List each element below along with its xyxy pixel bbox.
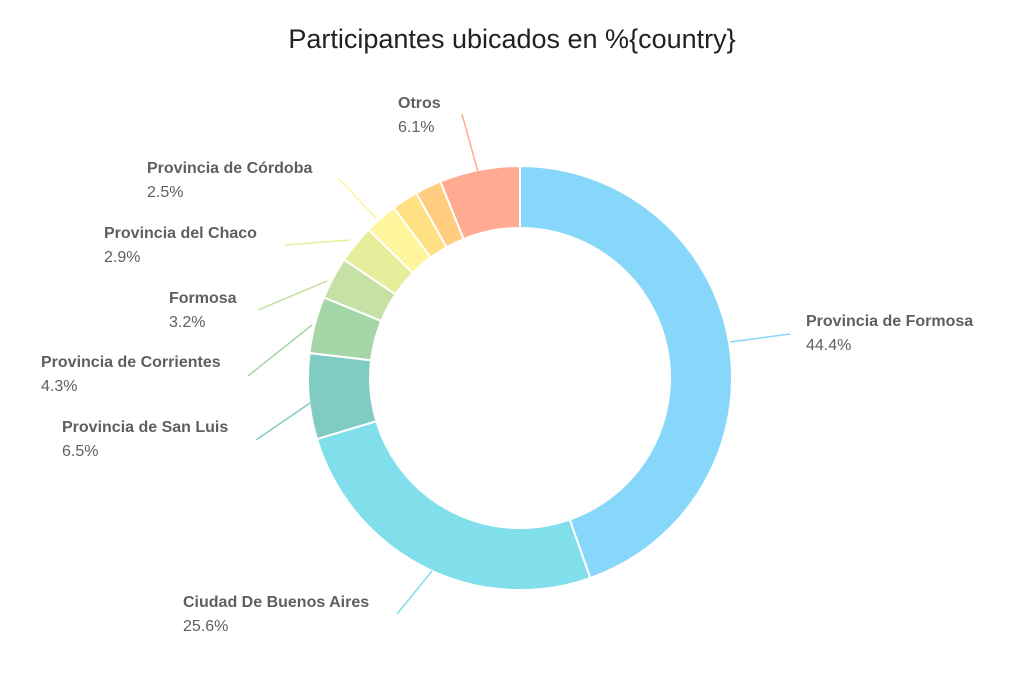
label-value-provincia-de-formosa: 44.4% bbox=[806, 337, 851, 354]
label-name-provincia-de-corrientes: Provincia de Corrientes bbox=[41, 354, 221, 371]
leader-line-ciudad-de-buenos-aires bbox=[396, 570, 433, 615]
chart-title: Participantes ubicados en %{country} bbox=[288, 24, 735, 54]
leader-line-otros bbox=[461, 113, 479, 173]
leader-line-provincia-de-san-luis bbox=[255, 402, 311, 441]
label-value-provincia-de-c-rdoba: 2.5% bbox=[147, 184, 183, 201]
leader-line-formosa bbox=[257, 280, 328, 311]
label-name-ciudad-de-buenos-aires: Ciudad De Buenos Aires bbox=[183, 594, 369, 611]
label-name-formosa: Formosa bbox=[169, 290, 237, 307]
label-value-provincia-de-corrientes: 4.3% bbox=[41, 378, 77, 395]
slices-layer bbox=[307, 164, 733, 591]
slice-provincia-de-formosa[interactable] bbox=[519, 164, 733, 580]
label-name-provincia-de-c-rdoba: Provincia de Córdoba bbox=[147, 160, 312, 177]
label-value-formosa: 3.2% bbox=[169, 314, 205, 331]
slice-ciudad-de-buenos-aires[interactable] bbox=[315, 419, 592, 591]
leader-lines-layer bbox=[247, 113, 791, 615]
label-name-provincia-del-chaco: Provincia del Chaco bbox=[104, 225, 257, 242]
labels-layer: Provincia de Formosa 44.4% Ciudad De Bueno… bbox=[41, 95, 973, 635]
leader-line-provincia-del-chaco bbox=[284, 239, 351, 246]
label-value-ciudad-de-buenos-aires: 25.6% bbox=[183, 618, 228, 635]
leader-line-provincia-de-formosa bbox=[729, 333, 791, 343]
leader-line-provincia-de-c-rdoba bbox=[337, 177, 377, 219]
slice-otros[interactable] bbox=[439, 164, 521, 241]
label-value-provincia-de-san-luis: 6.5% bbox=[62, 443, 98, 460]
leader-line-provincia-de-corrientes bbox=[247, 324, 313, 377]
label-name-provincia-de-formosa: Provincia de Formosa bbox=[806, 313, 973, 330]
label-name-otros: Otros bbox=[398, 95, 441, 112]
label-value-otros: 6.1% bbox=[398, 119, 434, 136]
label-value-provincia-del-chaco: 2.9% bbox=[104, 249, 140, 266]
label-name-provincia-de-san-luis: Provincia de San Luis bbox=[62, 419, 228, 436]
